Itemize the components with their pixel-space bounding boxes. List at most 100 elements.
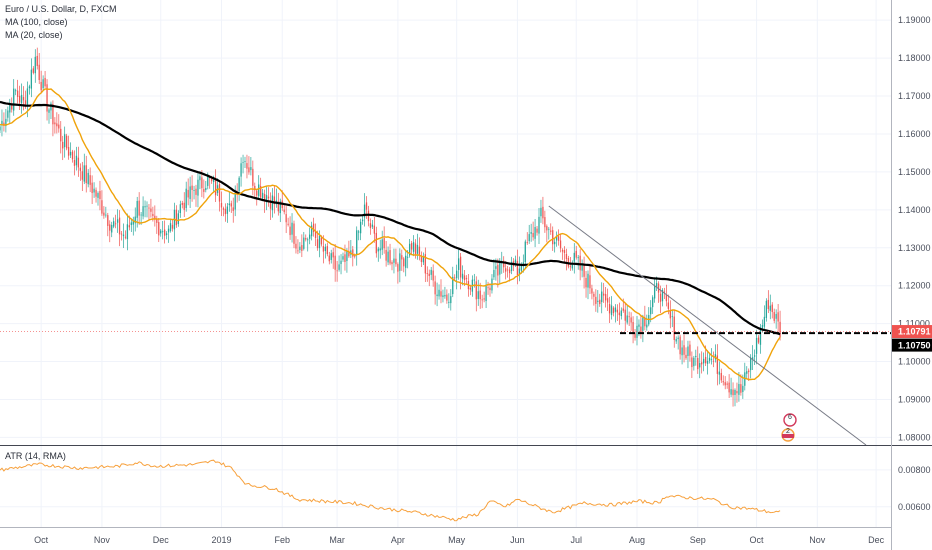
candle-body [679,336,681,355]
candle-body [316,239,319,249]
candle-body [706,360,709,364]
candle-body [60,128,62,142]
candle-body [448,301,450,303]
legend-ma-20: MA (20, close) [5,30,63,40]
candle-body [330,253,332,260]
price-axis[interactable]: 1.19000 1.18000 1.17000 1.16000 1.15000 1.140… [898,15,931,442]
candle-body [499,261,501,275]
candle-body [277,201,279,212]
time-tick-label: Jun [510,535,525,545]
candle-body [146,205,148,207]
event-marker-2[interactable]: 2 [781,428,795,442]
price-tick-label: 1.17000 [898,91,931,101]
candle-body [534,227,536,239]
candle-body [228,203,230,206]
candle-body [167,228,170,233]
candle-body [220,202,223,208]
candle-body [42,79,44,89]
candle-body [459,256,462,278]
candle-body [181,203,183,205]
candle-body [677,337,679,340]
candle-body [461,273,464,279]
candle-body [685,354,687,359]
candle-body [673,316,675,340]
event-marker-6[interactable]: 6 [783,413,797,427]
time-axis[interactable]: Oct Nov Dec 2019 Feb Mar Apr May Jun Jul Aug Sep Oct… [34,535,884,545]
candle-body [240,163,242,177]
candle-body [473,279,475,281]
candle-body [154,215,156,220]
candle-body [405,255,407,268]
candle-body [93,188,95,193]
candle-body [105,214,107,216]
candle-body [365,202,368,210]
event-markers[interactable]: 6 2 [781,413,797,442]
legend-symbol: Euro / U.S. Dollar, D, FXCM [5,4,117,14]
candle-body [338,264,340,270]
candle-body [375,232,377,254]
candle-body [681,347,683,356]
candle-body [163,229,166,236]
candle-body [503,260,505,268]
candle-body [324,246,327,251]
candle-body [751,357,754,360]
candle-body [283,209,285,213]
candle-body [64,134,66,148]
candle-body [428,273,430,277]
time-tick-label: Feb [274,535,290,545]
candle-body [197,179,199,196]
time-tick-label: Jul [570,535,582,545]
event-count: 2 [786,428,790,435]
candle-body [109,224,111,231]
candle-body [599,299,601,305]
candle-body [75,155,78,166]
candle-body [408,243,411,256]
candle-body [226,206,229,214]
candle-body [579,255,581,271]
candle-body [134,216,136,224]
candle-body [516,260,519,276]
candle-body [410,243,413,250]
candle-body [581,264,583,271]
candle-body [528,234,530,242]
candle-body [5,118,7,127]
atr-axis[interactable]: 0.00800 0.00600 [898,465,931,512]
candle-body [577,257,579,259]
candle-body [44,77,46,87]
candle-body [481,299,483,301]
event-icon [783,413,797,427]
candle-body [432,270,434,281]
atr-pane: ATR (14, RMA) [0,451,891,522]
candle-body [720,372,722,381]
candle-body [246,163,248,169]
candle-body [373,225,376,234]
candle-body [420,255,423,262]
candle-body [430,269,432,275]
candle-body [191,185,193,190]
candle-body [260,186,262,198]
candle-body [540,207,542,217]
candle-body [126,224,129,240]
candle-body [550,230,552,232]
candle-body [179,204,181,214]
candle-body [475,281,477,300]
time-tick-label: Oct [750,535,765,545]
candle-body [318,235,321,249]
candle-body [687,346,689,356]
candle-body [332,252,334,258]
candle-body [322,246,325,252]
candle-body [162,231,164,233]
candle-body [610,305,613,316]
candle-body [506,269,509,271]
candle-body [56,123,58,127]
candle-body [185,188,187,209]
candle-body [689,344,691,356]
candle-body [655,282,658,288]
candle-body [675,338,677,342]
candle-body [667,302,670,309]
candle-body [242,162,244,163]
candle-body [211,178,213,182]
candle-body [442,295,444,298]
candle-body [379,248,381,251]
